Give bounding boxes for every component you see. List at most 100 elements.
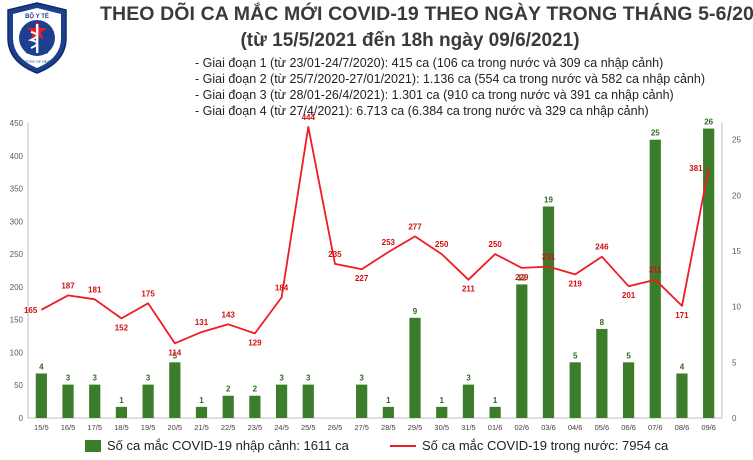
line-value-label: 187: [61, 281, 75, 290]
left-axis-tick-label: 450: [10, 119, 24, 128]
phase-note-3: - Giai đoạn 3 (từ 28/01-26/4/2021): 1.30…: [195, 88, 674, 102]
line-value-label: 231: [542, 253, 556, 262]
line-value-label: 171: [675, 311, 689, 320]
bar-imported-31/5: [462, 384, 475, 418]
line-value-label: 143: [222, 310, 236, 319]
x-axis-tick-label: 03/6: [541, 423, 556, 432]
line-value-label: 246: [595, 243, 609, 252]
bar-imported-23/5: [249, 395, 261, 418]
legend-line-swatch: [390, 444, 416, 447]
line-value-label: 235: [328, 250, 342, 259]
left-axis-tick-label: 100: [10, 348, 24, 357]
line-value-label: 165: [24, 306, 38, 315]
bar-imported-01/6: [489, 406, 501, 418]
right-axis-tick-label: 20: [732, 191, 741, 200]
right-axis-tick-label: 0: [732, 414, 737, 423]
x-axis-tick-label: 06/6: [621, 423, 636, 432]
line-value-label: 227: [355, 274, 369, 283]
bar-value-label: 9: [413, 307, 418, 316]
x-axis-tick-label: 30/5: [434, 423, 449, 432]
left-axis-tick-label: 50: [14, 381, 23, 390]
bar-value-label: 3: [306, 374, 311, 383]
bar-value-label: 4: [39, 362, 44, 371]
x-axis-tick-label: 15/5: [34, 423, 49, 432]
bar-value-label: 3: [93, 374, 98, 383]
bar-value-label: 2: [253, 385, 258, 394]
bar-imported-25/5: [302, 384, 314, 418]
right-axis-tick-label: 10: [732, 303, 741, 312]
left-axis-tick-label: 400: [10, 152, 24, 161]
line-value-label: 444: [302, 113, 316, 122]
x-axis-tick-label: 01/6: [488, 423, 503, 432]
phase-notes: - Giai đoạn 1 (từ 23/01-24/7/2020): 415 …: [195, 55, 705, 119]
right-axis-tick-label: 5: [732, 358, 737, 367]
left-axis-tick-label: 350: [10, 185, 24, 194]
x-axis-tick-label: 19/5: [141, 423, 156, 432]
line-value-label: 131: [195, 318, 209, 327]
phase-note-4: - Giai đoạn 4 (từ 27/4/2021): 6.713 ca (…: [195, 104, 649, 118]
line-value-label: 184: [275, 283, 289, 292]
bar-imported-21/5: [195, 406, 208, 418]
bar-imported-19/5: [142, 384, 154, 418]
phase-note-2: - Giai đoạn 2 (từ 25/7/2020-27/01/2021):…: [195, 72, 705, 86]
legend-item-imported: Số ca mắc COVID-19 nhập cảnh: 1611 ca: [85, 438, 349, 453]
bar-value-label: 5: [626, 351, 631, 360]
left-axis-tick-label: 250: [10, 250, 24, 259]
x-axis-tick-label: 22/5: [221, 423, 236, 432]
chart-legend: Số ca mắc COVID-19 nhập cảnh: 1611 ca Số…: [0, 438, 753, 458]
bar-value-label: 3: [466, 374, 471, 383]
right-axis-tick-label: 15: [732, 247, 741, 256]
line-value-label: 250: [488, 240, 502, 249]
ministry-of-health-logo: BỘ Y TẾ MINISTRY OF HEALTH: [7, 2, 67, 74]
x-axis-tick-label: 26/5: [328, 423, 343, 432]
line-value-label: 152: [115, 323, 129, 332]
line-value-label: 201: [622, 291, 636, 300]
bar-imported-16/5: [62, 384, 74, 418]
bar-imported-20/5: [169, 362, 181, 418]
bar-value-label: 5: [173, 351, 178, 360]
bar-value-label: 5: [573, 351, 578, 360]
line-value-label: 381: [689, 164, 703, 173]
bar-imported-08/6: [676, 373, 688, 418]
x-axis-tick-label: 02/6: [515, 423, 530, 432]
logo-text-bottom: MINISTRY OF HEALTH: [18, 60, 56, 64]
bar-value-label: 25: [651, 129, 660, 138]
bar-value-label: 2: [226, 385, 231, 394]
bar-imported-15/5: [35, 373, 47, 418]
bar-imported-06/6: [622, 362, 635, 418]
logo-text-top: BỘ Y TẾ: [25, 12, 49, 20]
bar-imported-29/5: [409, 317, 421, 418]
line-value-label: 181: [88, 285, 102, 294]
x-axis-tick-label: 27/5: [354, 423, 369, 432]
line-value-label: 114: [168, 348, 181, 357]
x-axis-tick-label: 18/5: [114, 423, 129, 432]
bar-imported-28/5: [382, 406, 394, 418]
bar-value-label: 1: [386, 396, 391, 405]
bar-value-label: 4: [680, 362, 685, 371]
bar-imported-03/6: [542, 206, 555, 418]
line-value-label: 277: [408, 222, 422, 231]
x-axis-tick-label: 07/6: [648, 423, 663, 432]
line-value-label: 229: [515, 273, 529, 282]
line-value-label: 253: [382, 238, 396, 247]
x-axis-tick-label: 31/5: [461, 423, 476, 432]
bar-value-label: 26: [704, 118, 713, 127]
bar-imported-05/6: [596, 328, 608, 418]
left-axis-tick-label: 150: [10, 316, 24, 325]
x-axis-tick-label: 25/5: [301, 423, 316, 432]
x-axis-tick-label: 17/5: [87, 423, 102, 432]
legend-bar-swatch: [85, 439, 101, 452]
chart-subtitle: (từ 15/5/2021 đến 18h ngày 09/6/2021): [240, 30, 580, 51]
bar-imported-18/5: [115, 406, 128, 418]
bar-value-label: 3: [359, 374, 364, 383]
line-value-label: 219: [569, 279, 583, 288]
bar-value-label: 3: [66, 374, 71, 383]
chart-title: THEO DÕI CA MẮC MỚI COVID-19 THEO NGÀY T…: [100, 3, 753, 25]
x-axis-tick-label: 09/6: [701, 423, 716, 432]
line-domestic-cases: [40, 126, 710, 345]
bar-value-label: 3: [279, 374, 284, 383]
bar-value-label: 1: [493, 396, 498, 405]
bar-imported-17/5: [89, 384, 101, 418]
x-axis-tick-label: 16/5: [61, 423, 76, 432]
